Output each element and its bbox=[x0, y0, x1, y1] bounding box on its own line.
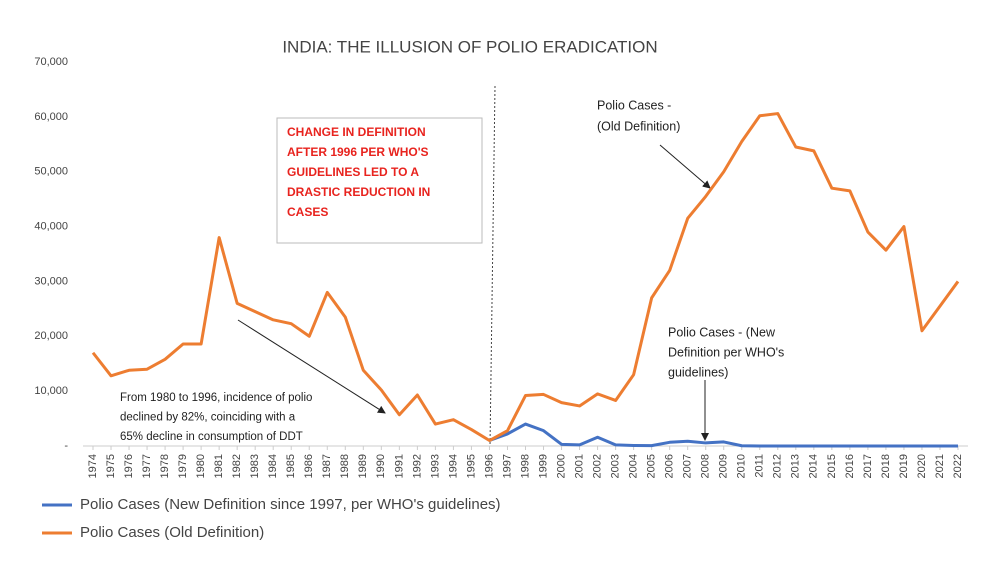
x-tick-label: 2018 bbox=[880, 454, 892, 478]
x-tick-label: 1987 bbox=[321, 454, 333, 478]
x-tick-label: 1974 bbox=[87, 454, 99, 478]
x-tick-label: 2019 bbox=[898, 454, 910, 478]
x-tick-label: 2021 bbox=[934, 454, 946, 478]
x-tick-label: 2022 bbox=[952, 454, 964, 478]
y-tick-label: 30,000 bbox=[34, 275, 68, 287]
x-tick-label: 2009 bbox=[718, 454, 730, 478]
x-tick-label: 1985 bbox=[285, 454, 297, 478]
x-tick-label: 1991 bbox=[393, 454, 405, 478]
annotation: (Old Definition) bbox=[597, 119, 680, 133]
x-tick-label: 2004 bbox=[628, 454, 640, 478]
x-tick-label: 1995 bbox=[465, 454, 477, 478]
x-tick-label: 2016 bbox=[844, 454, 856, 478]
x-tick-label: 1983 bbox=[249, 454, 261, 478]
x-tick-label: 1976 bbox=[123, 454, 135, 478]
y-tick-label: 70,000 bbox=[34, 56, 68, 68]
x-tick-label: 1981 bbox=[213, 454, 225, 478]
y-tick-label: 50,000 bbox=[34, 166, 68, 178]
x-tick-label: 1979 bbox=[177, 454, 189, 478]
x-tick-label: 1990 bbox=[375, 454, 387, 478]
series-line bbox=[488, 422, 958, 448]
arrow bbox=[237, 319, 386, 414]
x-tick-label: 2000 bbox=[555, 454, 567, 478]
annotation: Polio Cases - (New bbox=[668, 325, 776, 339]
x-tick-label: 1989 bbox=[357, 454, 369, 478]
y-tick-label: 10,000 bbox=[34, 385, 68, 397]
annotation: declined by 82%, coinciding with a bbox=[120, 412, 296, 424]
x-tick-label: 1984 bbox=[267, 454, 279, 478]
annotation: AFTER 1996 PER WHO'S bbox=[287, 145, 429, 159]
x-tick-label: 1988 bbox=[339, 454, 351, 478]
x-tick-label: 1993 bbox=[429, 454, 441, 478]
x-tick-label: 2020 bbox=[916, 454, 928, 478]
y-tick-label: 60,000 bbox=[34, 111, 68, 123]
x-tick-label: 2002 bbox=[591, 454, 603, 478]
annotation: GUIDELINES LED TO A bbox=[287, 165, 419, 179]
x-tick-label: 2007 bbox=[682, 454, 694, 478]
x-tick-label: 2008 bbox=[700, 454, 712, 478]
legend-label: Polio Cases (Old Definition) bbox=[80, 524, 264, 541]
x-tick-label: 1999 bbox=[537, 454, 549, 478]
x-tick-label: 2012 bbox=[772, 454, 784, 478]
divider-line bbox=[489, 85, 496, 447]
annotation: Polio Cases - bbox=[597, 98, 671, 112]
x-tick-label: 2010 bbox=[736, 454, 748, 478]
annotation: DRASTIC REDUCTION IN bbox=[287, 185, 430, 199]
x-tick-label: 1997 bbox=[501, 454, 513, 478]
x-tick-label: 2006 bbox=[664, 454, 676, 478]
x-tick-label: 1978 bbox=[159, 454, 171, 478]
annotation-box bbox=[276, 117, 483, 244]
x-tick-label: 1996 bbox=[483, 454, 495, 478]
x-tick-label: 1998 bbox=[519, 454, 531, 478]
x-tick-label: 1982 bbox=[231, 454, 243, 478]
x-tick-label: 1994 bbox=[447, 454, 459, 478]
x-tick-label: 2011 bbox=[754, 454, 766, 478]
annotation: CHANGE IN DEFINITION bbox=[287, 125, 426, 139]
x-tick-label: 2003 bbox=[610, 454, 622, 478]
x-tick-label: 1992 bbox=[411, 454, 423, 478]
x-tick-label: 1975 bbox=[105, 454, 117, 478]
chart-title: INDIA: THE ILLUSION OF POLIO ERADICATION bbox=[282, 37, 657, 56]
annotation: 65% decline in consumption of DDT bbox=[120, 431, 303, 443]
x-tick-label: 2013 bbox=[790, 454, 802, 478]
x-tick-label: 1977 bbox=[141, 454, 153, 478]
x-tick-label: 2014 bbox=[808, 454, 820, 478]
arrow bbox=[659, 144, 711, 189]
y-tick-label: 20,000 bbox=[34, 330, 68, 342]
annotation: Definition per WHO's bbox=[668, 345, 784, 359]
y-tick-label: - bbox=[64, 440, 68, 452]
x-tick-label: 2017 bbox=[862, 454, 874, 478]
x-tick-label: 1986 bbox=[303, 454, 315, 478]
annotation: CASES bbox=[287, 205, 328, 219]
x-tick-label: 2001 bbox=[573, 454, 585, 478]
x-tick-label: 1980 bbox=[195, 454, 207, 478]
series-line bbox=[91, 112, 960, 443]
legend-label: Polio Cases (New Definition since 1997, … bbox=[80, 496, 501, 513]
y-tick-label: 40,000 bbox=[34, 220, 68, 232]
annotation: guidelines) bbox=[668, 365, 728, 379]
x-tick-label: 2015 bbox=[826, 454, 838, 478]
annotation: From 1980 to 1996, incidence of polio bbox=[120, 392, 312, 404]
x-tick-label: 2005 bbox=[646, 454, 658, 478]
